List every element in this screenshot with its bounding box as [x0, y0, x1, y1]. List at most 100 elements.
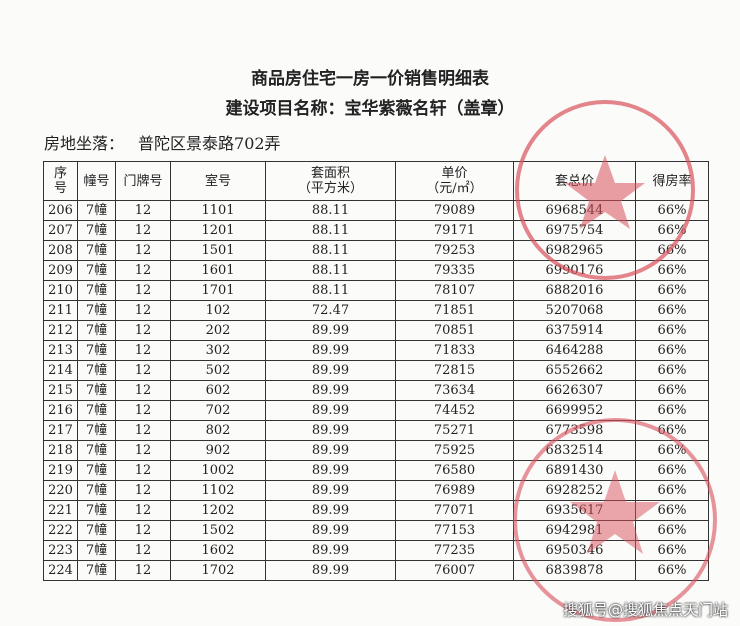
table-cell: 502 [170, 360, 266, 381]
table-cell: 89.99 [265, 540, 396, 561]
table-cell: 88.11 [265, 220, 396, 241]
table-cell: 77153 [395, 520, 514, 541]
table-cell: 221 [43, 500, 78, 521]
table-cell: 210 [43, 280, 78, 301]
table-cell: 6552662 [513, 360, 636, 381]
table-cell: 207 [43, 220, 78, 241]
table-cell: 1101 [170, 200, 266, 221]
table-cell: 6928252 [513, 480, 636, 501]
table-cell: 89.99 [265, 400, 396, 421]
table-row: 222 7幢 12 1502 89.99 77153 6942981 66% [43, 520, 709, 541]
table-cell: 12 [115, 320, 171, 341]
table-row: 224 7幢 12 1702 89.99 76007 6839878 66% [43, 560, 709, 581]
table-cell: 1102 [170, 480, 266, 501]
table-cell: 1601 [170, 260, 266, 281]
table-cell: 12 [115, 200, 171, 221]
table-cell: 12 [115, 440, 171, 461]
table-cell: 6942981 [513, 520, 636, 541]
table-cell: 12 [115, 340, 171, 361]
table-cell: 7幢 [77, 260, 116, 281]
table-cell: 78107 [395, 280, 514, 301]
table-cell: 213 [43, 340, 78, 361]
table-cell: 224 [43, 560, 78, 581]
column-header: 门牌号 [115, 161, 171, 201]
property-location: 房地坐落： 普陀区景泰路702弄 [44, 130, 295, 154]
table-cell: 7幢 [77, 520, 116, 541]
table-cell: 7幢 [77, 560, 116, 581]
table-cell: 89.99 [265, 500, 396, 521]
table-cell: 76580 [395, 460, 514, 481]
table-cell: 6935617 [513, 500, 636, 521]
table-row: 218 7幢 12 902 89.99 75925 6832514 66% [43, 440, 709, 461]
table-row: 215 7幢 12 602 89.99 73634 6626307 66% [43, 380, 709, 401]
table-cell: 6773598 [513, 420, 636, 441]
table-cell: 1702 [170, 560, 266, 581]
table-cell: 220 [43, 480, 78, 501]
table-cell: 218 [43, 440, 78, 461]
table-cell: 12 [115, 540, 171, 561]
table-cell: 212 [43, 320, 78, 341]
table-cell: 7幢 [77, 460, 116, 481]
table-cell: 71833 [395, 340, 514, 361]
table-cell: 12 [115, 420, 171, 441]
table-row: 210 7幢 12 1701 88.11 78107 6882016 66% [43, 280, 709, 301]
table-cell: 71851 [395, 300, 514, 321]
table-row: 221 7幢 12 1202 89.99 77071 6935617 66% [43, 500, 709, 521]
table-cell: 7幢 [77, 540, 116, 561]
table-cell: 12 [115, 300, 171, 321]
table-row: 216 7幢 12 702 89.99 74452 6699952 66% [43, 400, 709, 421]
table-cell: 66% [635, 260, 709, 281]
table-cell: 223 [43, 540, 78, 561]
table-cell: 12 [115, 380, 171, 401]
table-cell: 89.99 [265, 460, 396, 481]
table-cell: 89.99 [265, 360, 396, 381]
table-cell: 79089 [395, 200, 514, 221]
table-cell: 88.11 [265, 280, 396, 301]
table-cell: 89.99 [265, 340, 396, 361]
table-row: 207 7幢 12 1201 88.11 79171 6975754 66% [43, 220, 709, 241]
table-cell: 6375914 [513, 320, 636, 341]
column-header: 得房率 [635, 161, 709, 201]
table-cell: 602 [170, 380, 266, 401]
table-cell: 89.99 [265, 560, 396, 581]
table-cell: 6891430 [513, 460, 636, 481]
table-cell: 1502 [170, 520, 266, 541]
table-cell: 217 [43, 420, 78, 441]
table-cell: 66% [635, 380, 709, 401]
table-cell: 7幢 [77, 440, 116, 461]
table-row: 220 7幢 12 1102 89.99 76989 6928252 66% [43, 480, 709, 501]
table-cell: 77071 [395, 500, 514, 521]
table-cell: 1701 [170, 280, 266, 301]
table-cell: 7幢 [77, 320, 116, 341]
table-cell: 6699952 [513, 400, 636, 421]
location-value: 普陀区景泰路702弄 [138, 134, 281, 153]
table-cell: 6968544 [513, 200, 636, 221]
table-cell: 75925 [395, 440, 514, 461]
table-row: 209 7幢 12 1601 88.11 79335 6990176 66% [43, 260, 709, 281]
table-cell: 66% [635, 520, 709, 541]
table-row: 212 7幢 12 202 89.99 70851 6375914 66% [43, 320, 709, 341]
table-cell: 6982965 [513, 240, 636, 261]
table-cell: 6626307 [513, 380, 636, 401]
column-header: 套面积 （平方米） [265, 161, 396, 201]
table-cell: 89.99 [265, 480, 396, 501]
table-cell: 7幢 [77, 400, 116, 421]
sales-table: 序 号幢号 门牌号 室号 套面积 （平方米） 单价 （元/㎡） 套总价 得房率 206 7幢 1… [43, 161, 709, 581]
table-cell: 12 [115, 480, 171, 501]
table-cell: 73634 [395, 380, 514, 401]
table-cell: 12 [115, 220, 171, 241]
table-cell: 219 [43, 460, 78, 481]
table-cell: 12 [115, 280, 171, 301]
table-header-row: 序 号幢号 门牌号 室号 套面积 （平方米） 单价 （元/㎡） 套总价 得房率 [43, 161, 709, 201]
table-cell: 7幢 [77, 360, 116, 381]
table-cell: 7幢 [77, 500, 116, 521]
table-cell: 76989 [395, 480, 514, 501]
table-cell: 66% [635, 460, 709, 481]
table-cell: 88.11 [265, 200, 396, 221]
table-cell: 12 [115, 240, 171, 261]
table-cell: 89.99 [265, 420, 396, 441]
table-row: 211 7幢 12 102 72.47 71851 5207068 66% [43, 300, 709, 321]
table-cell: 66% [635, 240, 709, 261]
table-cell: 66% [635, 420, 709, 441]
